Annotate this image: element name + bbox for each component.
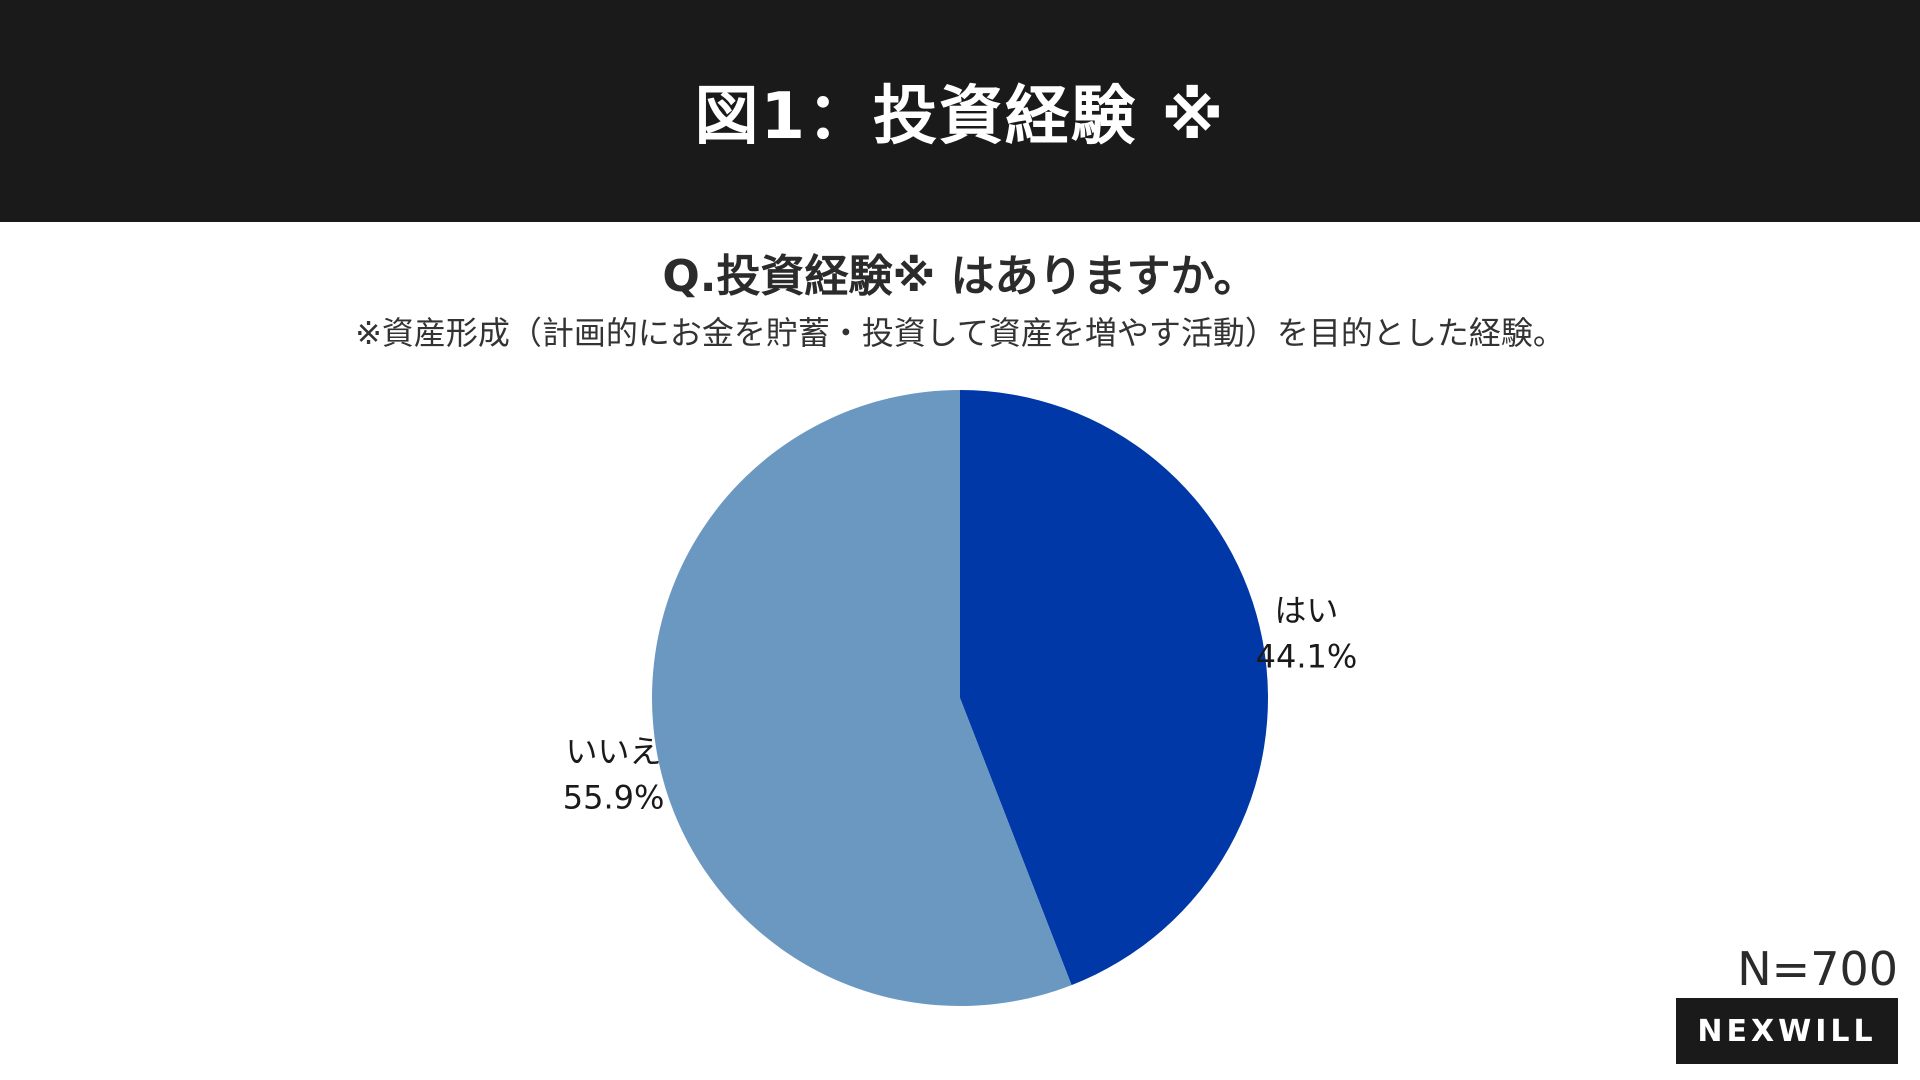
- question-note: ※資産形成（計画的にお金を貯蓄・投資して資産を増やす活動）を目的とした経験。: [355, 314, 1565, 352]
- sample-size-label: N=700: [1737, 942, 1898, 996]
- nexwill-logo: NEXWILL: [1676, 998, 1898, 1064]
- pie-slice-no: [652, 390, 1072, 1006]
- title-bar: 図1：投資経験 ※: [0, 0, 1920, 222]
- slice-value-yes: 44.1%: [1256, 637, 1358, 675]
- slice-label-no: いいえ: [566, 733, 662, 771]
- logo-text: NEXWILL: [1697, 1013, 1877, 1049]
- slice-label-yes: はい: [1274, 591, 1338, 629]
- slice-value-no: 55.9%: [563, 779, 665, 817]
- question-text: Q.投資経験※ はありますか。: [662, 251, 1258, 302]
- pie-slices: [652, 390, 1268, 1006]
- pie-labels: はい 44.1% いいえ 55.9%: [563, 591, 1358, 816]
- pie-slice-yes: [960, 390, 1268, 986]
- page-title: 図1：投資経験 ※: [694, 80, 1226, 154]
